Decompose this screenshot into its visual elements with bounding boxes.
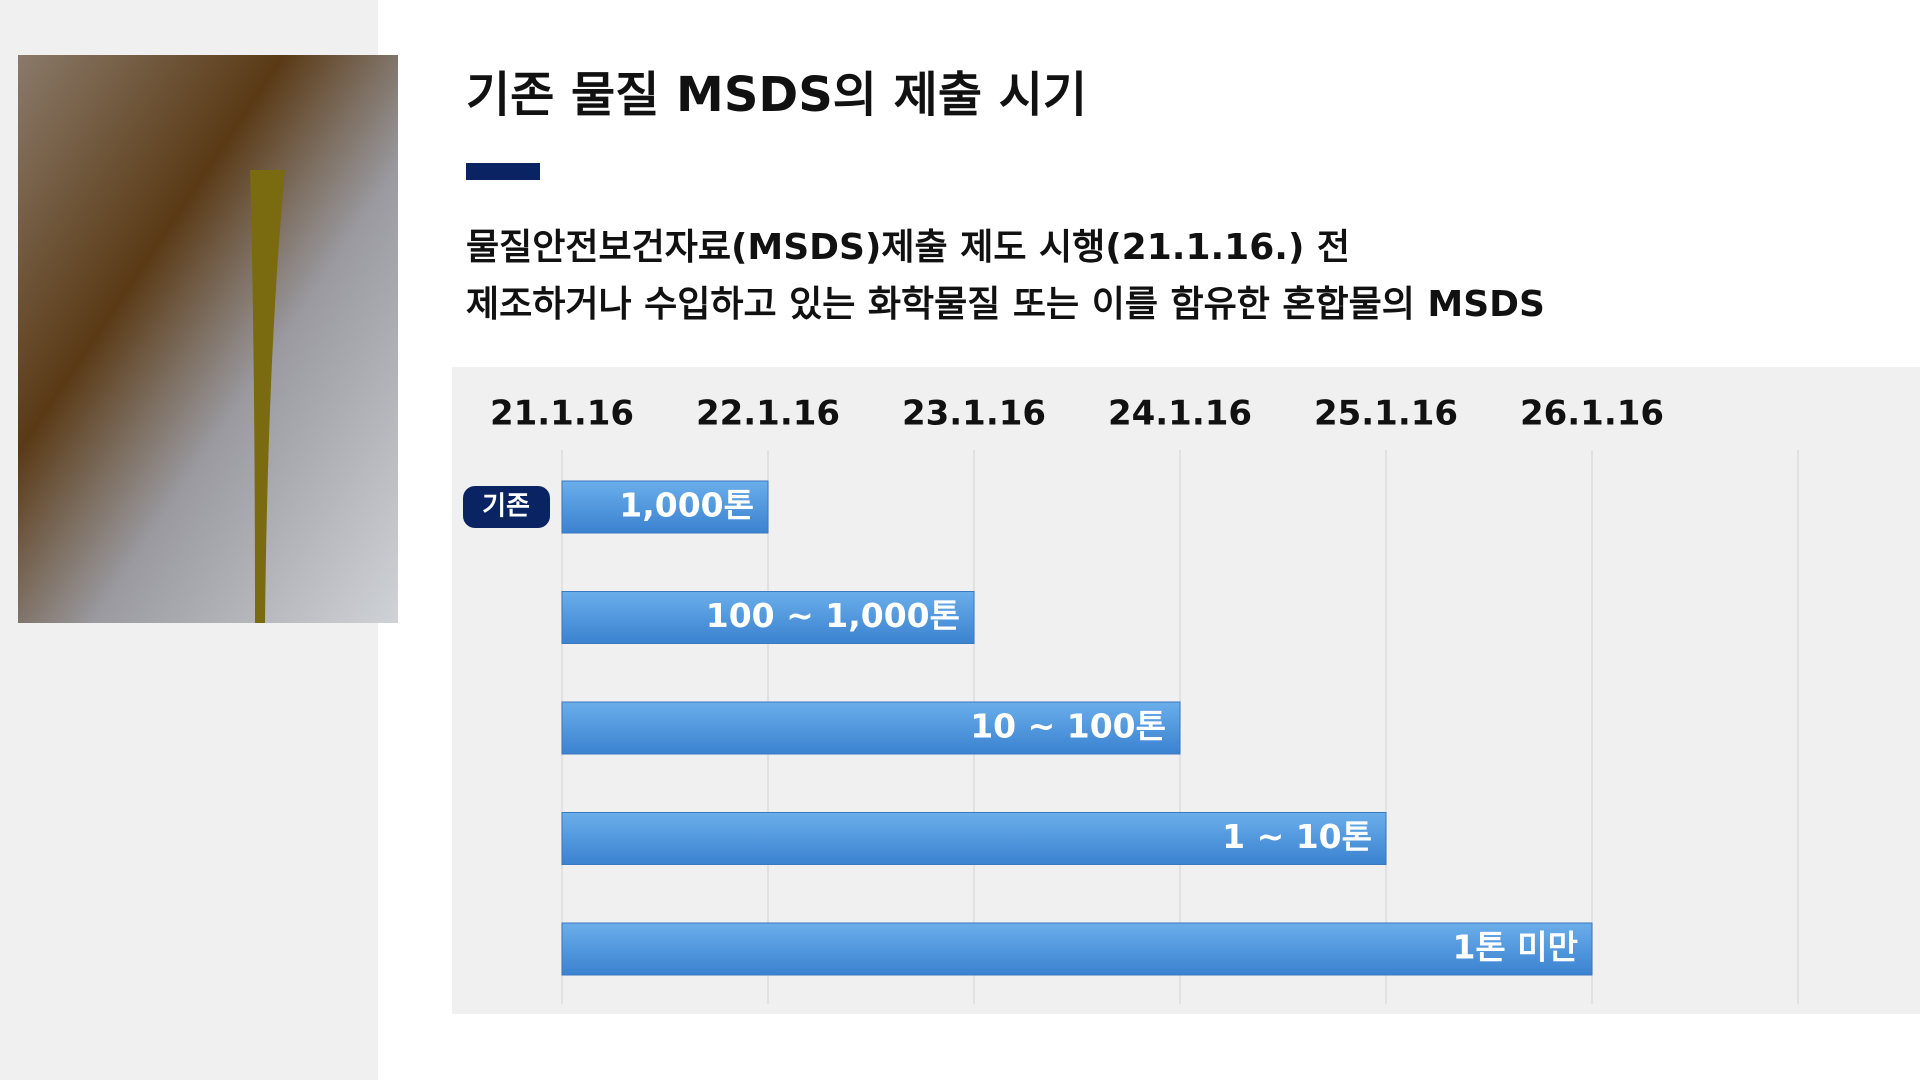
bar xyxy=(561,812,1387,865)
x-tick-label: 24.1.16 xyxy=(1108,394,1252,434)
bar xyxy=(561,922,1593,976)
bar xyxy=(561,591,975,644)
chart: 21.1.16 22.1.16 23.1.16 24.1.16 25.1.16 26.1.… xyxy=(463,394,1799,1004)
x-tick-label: 26.1.16 xyxy=(1520,394,1664,434)
bar-label: 1톤 미만 xyxy=(1452,928,1578,967)
tag-label: 기존 xyxy=(482,492,530,522)
title-underline xyxy=(466,163,540,180)
x-tick-label: 22.1.16 xyxy=(696,394,840,434)
title: 기존 물질 MSDS의 제출 시기 xyxy=(466,67,1087,123)
photo-oil xyxy=(250,170,285,623)
subtitle: 제조하거나 수입하고 있는 화학물질 또는 이를 함유한 혼합물의 MSDS xyxy=(466,284,1545,325)
tag-badge xyxy=(463,486,550,528)
bar xyxy=(561,701,1181,755)
bar-label: 100 ~ 1,000톤 xyxy=(706,596,960,635)
x-tick-label: 25.1.16 xyxy=(1314,394,1458,434)
bar xyxy=(561,480,769,534)
chart-area xyxy=(452,367,1920,1014)
photo xyxy=(18,55,398,623)
bar-label: 1,000톤 xyxy=(619,486,754,525)
x-tick-label: 23.1.16 xyxy=(902,394,1046,434)
subtitle: 물질안전보건자료(MSDS)제출 제도 시행(21.1.16.) 전 xyxy=(466,227,1350,268)
bar-label: 1 ~ 10톤 xyxy=(1222,817,1372,856)
bar-label: 10 ~ 100톤 xyxy=(970,707,1166,746)
x-tick-label: 21.1.16 xyxy=(490,394,634,434)
